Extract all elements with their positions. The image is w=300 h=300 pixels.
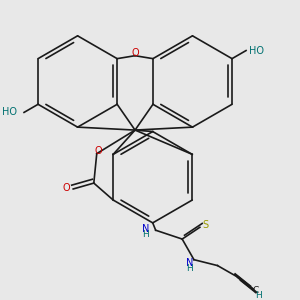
Text: HO: HO — [249, 46, 264, 56]
Text: H: H — [255, 290, 262, 299]
Text: H: H — [186, 264, 193, 273]
Text: O: O — [94, 146, 102, 156]
Text: N: N — [142, 224, 149, 234]
Text: O: O — [131, 48, 139, 58]
Text: N: N — [186, 258, 193, 268]
Text: C: C — [253, 286, 259, 295]
Text: S: S — [202, 220, 208, 230]
Text: O: O — [63, 182, 70, 193]
Text: H: H — [142, 230, 149, 239]
Text: HO: HO — [2, 107, 17, 117]
